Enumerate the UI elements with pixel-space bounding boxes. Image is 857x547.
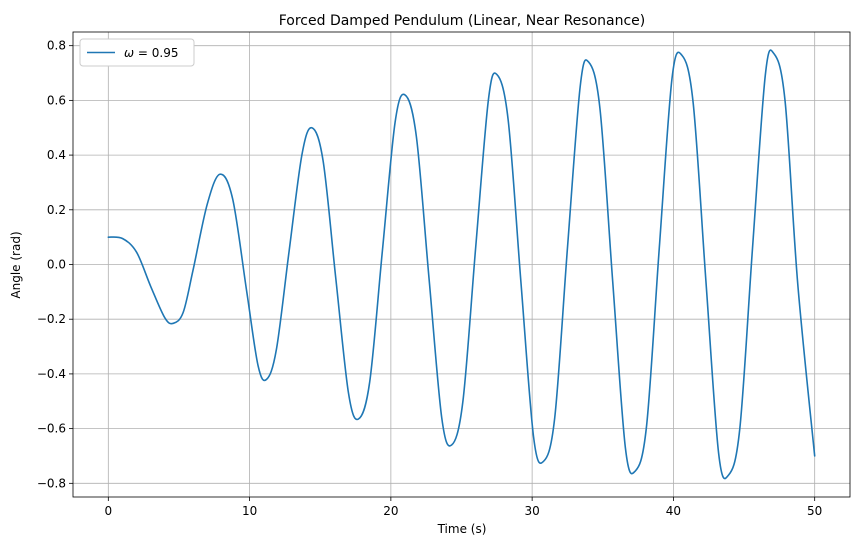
legend-label: ω = 0.95 (124, 46, 178, 60)
x-tick-label: 0 (104, 504, 112, 518)
y-tick-label: 0.0 (47, 258, 66, 272)
x-tick-label: 20 (383, 504, 398, 518)
series-line (107, 49, 816, 480)
legend[interactable]: ω = 0.95 (79, 38, 195, 67)
y-tick-label: −0.4 (37, 367, 66, 381)
chart-title: Forced Damped Pendulum (Linear, Near Res… (279, 13, 646, 29)
y-tick-label: 0.8 (47, 39, 66, 53)
legend-value: = 0.95 (134, 46, 178, 60)
x-tick-label: 30 (524, 504, 539, 518)
x-tick-label: 10 (242, 504, 257, 518)
y-tick-label: −0.6 (37, 422, 66, 436)
y-tick-label: −0.8 (37, 476, 66, 490)
legend-box (79, 38, 195, 67)
y-tick-label: 0.4 (47, 148, 66, 162)
legend-omega-symbol: ω (124, 46, 134, 60)
y-tick-label: 0.6 (47, 93, 66, 107)
ticks: 0 10 20 30 40 50 −0.8 −0.6 −0.4 −0.2 0.0 0.2 0.4 0.6 0… (37, 39, 822, 518)
y-axis-label: Angle (rad) (9, 231, 23, 298)
y-tick-label: 0.2 (47, 203, 66, 217)
y-tick-label: −0.2 (37, 312, 66, 326)
series-layer (107, 49, 816, 480)
x-axis-label: Time (s) (437, 522, 487, 536)
grid (73, 32, 850, 497)
x-tick-label: 40 (666, 504, 681, 518)
x-tick-label: 50 (807, 504, 822, 518)
